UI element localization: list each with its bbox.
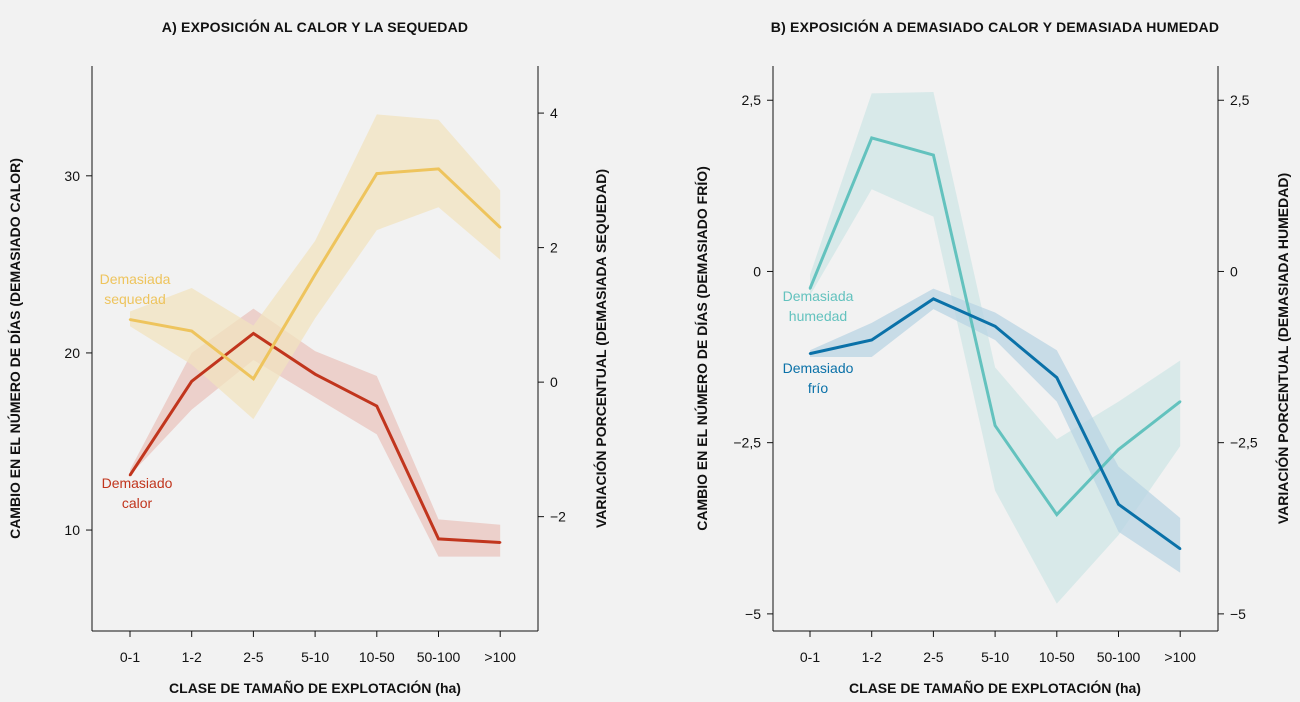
data-point xyxy=(870,136,873,140)
confidence-band xyxy=(810,288,1181,573)
y-tick-label-right: 2,5 xyxy=(1230,92,1250,108)
chart-panel-b: B) EXPOSICIÓN A DEMASIADO CALOR Y DEMASI… xyxy=(693,18,1291,696)
series-label-line: calor xyxy=(122,495,153,511)
data-point xyxy=(128,473,132,477)
data-point xyxy=(1117,503,1120,506)
y-tick-label-right: 0 xyxy=(550,374,558,390)
data-point xyxy=(190,380,193,383)
y-tick-label-right: 2 xyxy=(550,240,558,256)
series-label: Demasiado frío xyxy=(783,360,854,396)
data-point xyxy=(437,167,440,171)
series-label-line: frío xyxy=(808,380,828,396)
x-tick-label: 0-1 xyxy=(120,649,140,665)
y-tick-label-right: −2 xyxy=(550,509,566,525)
data-point xyxy=(499,226,502,229)
series-label-line: Demasiado xyxy=(102,475,173,491)
data-point xyxy=(437,537,440,541)
x-tick-label: 50-100 xyxy=(417,649,461,665)
x-axis-title: CLASE DE TAMAÑO DE EXPLOTACIÓN (ha) xyxy=(169,679,461,696)
confidence-band xyxy=(810,92,1181,604)
chart-title: A) EXPOSICIÓN AL CALOR Y LA SEQUEDAD xyxy=(162,18,468,35)
data-point xyxy=(375,172,378,175)
y-axis-title-left: CAMBIO EN EL NÚMERO DE DÍAS (DEMASIADO F… xyxy=(693,166,710,531)
series-label-line: Demasiada xyxy=(783,288,854,304)
x-tick-label: 10-50 xyxy=(359,649,395,665)
y-axis-title-right: VARIACIÓN PORCENTUAL (DEMASIADA SEQUEDAD… xyxy=(592,169,609,528)
x-tick-label: 0-1 xyxy=(800,649,820,665)
data-point xyxy=(1055,376,1059,379)
data-point xyxy=(252,332,255,335)
data-point xyxy=(375,404,378,408)
y-tick-label-left: −2,5 xyxy=(733,435,761,451)
series-label: Demasiado calor xyxy=(102,475,173,511)
y-axis-title-right: VARIACIÓN PORCENTUAL (DEMASIADA HUMEDAD) xyxy=(1274,173,1291,524)
series-label-line: Demasiada xyxy=(100,271,171,287)
data-point xyxy=(499,541,502,544)
data-point xyxy=(252,377,255,380)
x-tick-label: >100 xyxy=(1164,649,1196,665)
data-point xyxy=(128,318,132,321)
data-point xyxy=(808,352,812,355)
data-point xyxy=(313,372,317,376)
series-label-line: Demasiado xyxy=(783,360,854,376)
x-tick-label: 10-50 xyxy=(1039,649,1075,665)
data-point xyxy=(932,297,935,301)
data-point xyxy=(993,325,997,328)
y-tick-label-left: 0 xyxy=(753,263,761,279)
x-tick-label: 2-5 xyxy=(923,649,943,665)
y-tick-label-left: 30 xyxy=(64,168,80,184)
chart-title: B) EXPOSICIÓN A DEMASIADO CALOR Y DEMASI… xyxy=(771,18,1219,35)
x-tick-label: 50-100 xyxy=(1097,649,1141,665)
chart-panel-a: A) EXPOSICIÓN AL CALOR Y LA SEQUEDAD Dema… xyxy=(6,18,609,696)
data-point xyxy=(1055,513,1059,516)
x-tick-label: 2-5 xyxy=(243,649,263,665)
x-tick-label: >100 xyxy=(484,649,516,665)
y-tick-label-right: 0 xyxy=(1230,263,1238,279)
data-point xyxy=(313,273,317,276)
data-point xyxy=(1179,400,1182,403)
x-tick-label: 1-2 xyxy=(182,649,202,665)
x-tick-label: 5-10 xyxy=(301,649,329,665)
y-tick-label-left: 2,5 xyxy=(742,92,762,108)
y-tick-label-right: −2,5 xyxy=(1230,435,1258,451)
y-tick-label-right: 4 xyxy=(550,105,558,121)
y-tick-label-left: 10 xyxy=(64,522,80,538)
data-point xyxy=(190,329,193,333)
y-axis-title-left: CAMBIO EN EL NÚMERO DE DÍAS (DEMASIADO C… xyxy=(6,158,23,539)
data-point xyxy=(808,287,812,290)
data-point xyxy=(993,424,997,427)
data-point xyxy=(870,338,873,342)
series-label: Demasiada sequedad xyxy=(100,271,171,307)
series-label-line: sequedad xyxy=(104,291,166,307)
confidence-band xyxy=(130,114,501,420)
y-tick-label-left: −5 xyxy=(745,606,761,622)
series-label-line: humedad xyxy=(789,308,847,324)
x-tick-label: 1-2 xyxy=(862,649,882,665)
data-point xyxy=(932,153,935,157)
data-point xyxy=(1117,448,1120,451)
y-tick-label-left: 20 xyxy=(64,345,80,361)
data-point xyxy=(1179,547,1182,551)
x-tick-label: 5-10 xyxy=(981,649,1009,665)
x-axis-title: CLASE DE TAMAÑO DE EXPLOTACIÓN (ha) xyxy=(849,679,1141,696)
y-tick-label-right: −5 xyxy=(1230,606,1246,622)
series-label: Demasiada humedad xyxy=(783,288,854,324)
